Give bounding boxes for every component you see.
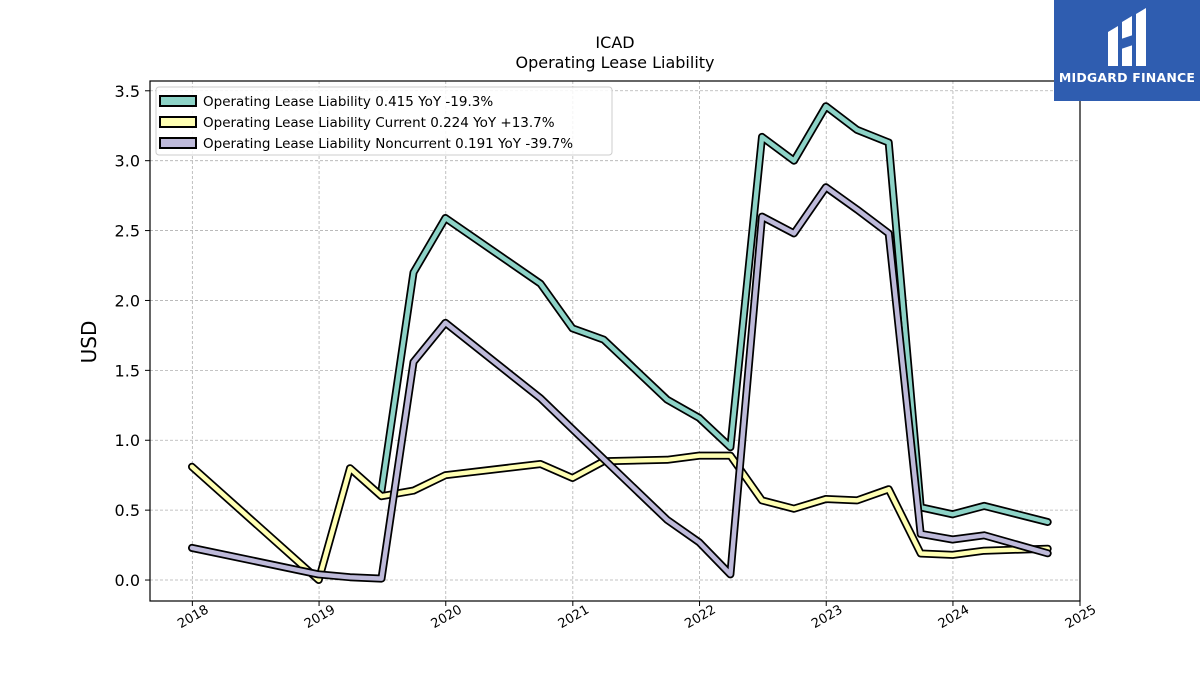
series-outline-operating-lease-liability xyxy=(377,102,1052,526)
series-lines xyxy=(188,102,1052,584)
legend-entry: Operating Lease Liability Noncurrent 0.1… xyxy=(203,136,573,152)
legend-swatch xyxy=(159,116,197,128)
y-tick-label: 1.0 xyxy=(115,431,140,450)
x-tick-label: 2025 xyxy=(1063,602,1099,632)
series-line-operating-lease-liability xyxy=(379,103,1050,525)
series-line-operating-lease-liability-noncurrent xyxy=(189,184,1050,581)
y-tick-label: 0.5 xyxy=(115,501,140,520)
chart-subtitle: Operating Lease Liability xyxy=(515,53,714,72)
y-tick-label: 3.5 xyxy=(115,82,140,101)
legend-entry: Operating Lease Liability Current 0.224 … xyxy=(203,115,555,131)
legend-swatch xyxy=(159,95,197,107)
x-tick-label: 2018 xyxy=(175,602,211,632)
y-tick-label: 2.0 xyxy=(115,291,140,310)
grid xyxy=(150,81,1081,601)
legend: Operating Lease Liability 0.415 YoY -19.… xyxy=(155,86,613,156)
x-tick-label: 2024 xyxy=(936,602,972,632)
x-tick-label: 2023 xyxy=(809,602,845,632)
brand-name: MIDGARD FINANCE xyxy=(1058,70,1196,85)
plot-frame xyxy=(149,80,1081,602)
axis-ticks: 2018 2019 2020 2021 2022 2023 2024 2025 0.0 0.5 1.… xyxy=(115,82,1100,632)
x-tick-label: 2021 xyxy=(556,602,592,632)
chart-title: ICAD xyxy=(595,33,634,52)
y-axis-label: USD xyxy=(77,321,101,364)
y-tick-label: 2.5 xyxy=(115,222,140,241)
y-tick-label: 0.0 xyxy=(115,571,140,590)
x-tick-label: 2020 xyxy=(429,602,465,632)
legend-swatch xyxy=(159,137,197,149)
legend-entry: Operating Lease Liability 0.415 YoY -19.… xyxy=(203,94,493,110)
x-tick-label: 2019 xyxy=(302,602,338,632)
midgard-logo-mark-icon xyxy=(1108,8,1146,66)
midgard-finance-logo: MIDGARD FINANCE xyxy=(1054,0,1200,101)
y-tick-label: 1.5 xyxy=(115,361,140,380)
x-tick-label: 2022 xyxy=(682,602,718,632)
legend-box xyxy=(155,86,613,156)
y-tick-label: 3.0 xyxy=(115,152,140,171)
